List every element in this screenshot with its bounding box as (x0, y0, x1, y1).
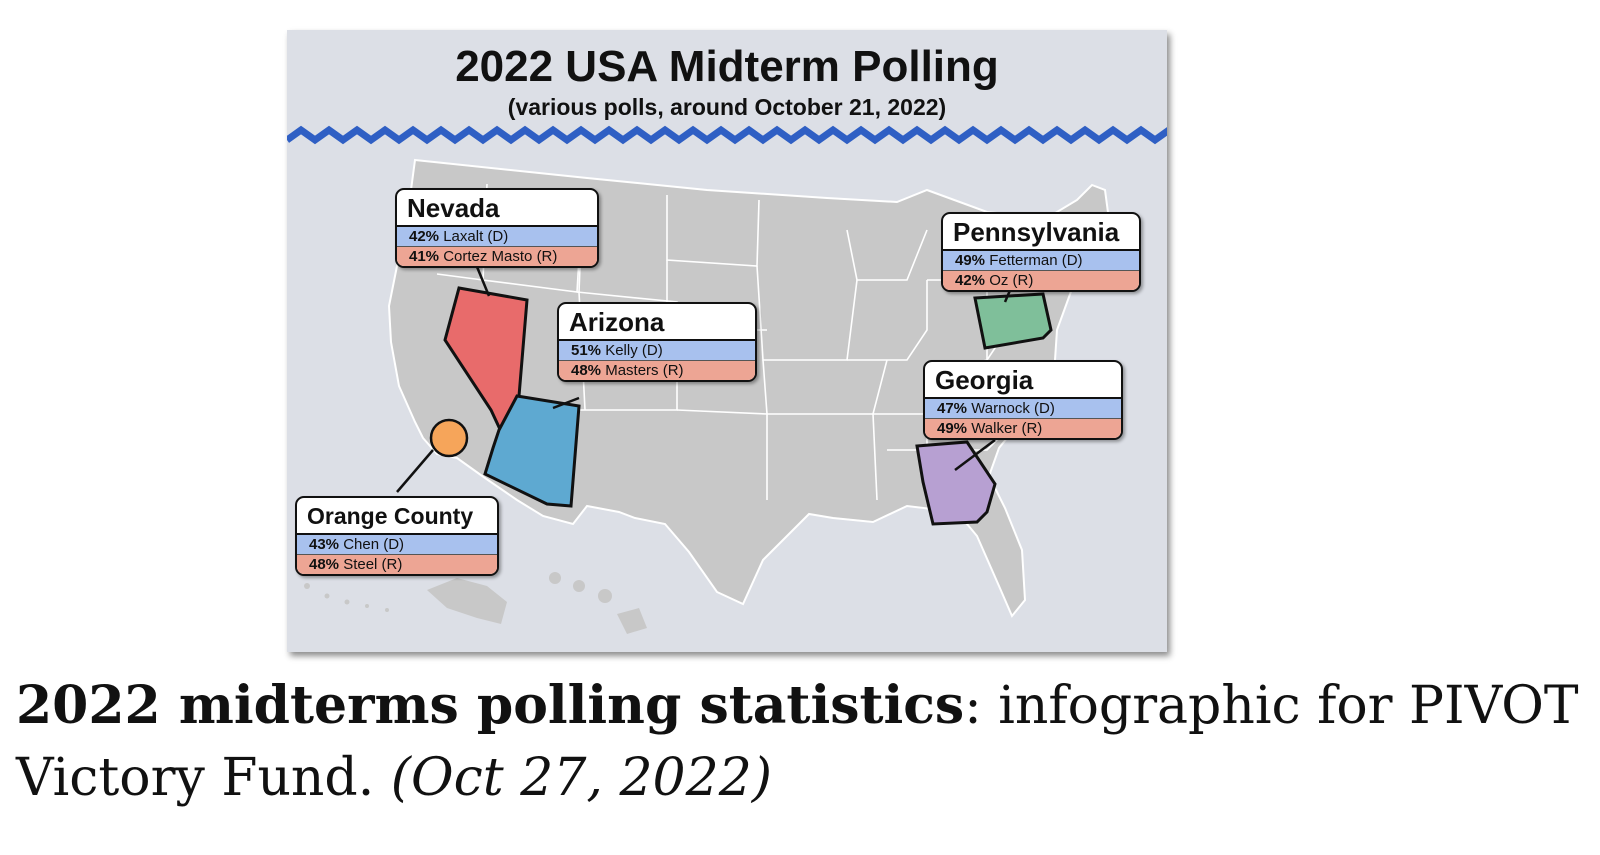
callout-state-name: Pennsylvania (943, 214, 1139, 251)
callout-state-name: Arizona (559, 304, 755, 341)
candidate: Oz (R) (989, 272, 1034, 289)
candidate: Warnock (D) (971, 400, 1055, 417)
percentage: 48% (571, 362, 602, 379)
callout-orange-county: Orange County 43% Chen (D) 48% Steel (R) (295, 496, 499, 576)
candidate: Steel (R) (343, 556, 403, 573)
usa-map (287, 125, 1167, 634)
callout-region-name: Orange County (297, 498, 497, 535)
democrat-row: 47% Warnock (D) (925, 399, 1121, 419)
percentage: 42% (409, 228, 440, 245)
callout-georgia: Georgia 47% Warnock (D) 49% Walker (R) (923, 360, 1123, 440)
percentage: 42% (955, 272, 986, 289)
hawaii-islands (549, 572, 647, 634)
caption-date: (Oct 27, 2022) (390, 748, 773, 808)
callout-pennsylvania: Pennsylvania 49% Fetterman (D) 42% Oz (R… (941, 212, 1141, 292)
democrat-row: 43% Chen (D) (297, 535, 497, 555)
republican-row: 41% Cortez Masto (R) (397, 247, 597, 266)
republican-row: 48% Masters (R) (559, 361, 755, 380)
candidate: Masters (R) (605, 362, 684, 379)
candidate: Cortez Masto (R) (443, 248, 558, 265)
infographic-title: 2022 USA Midterm Polling (455, 42, 999, 91)
arizona-shape (483, 394, 581, 508)
percentage: 47% (937, 400, 968, 417)
candidate: Laxalt (D) (443, 228, 509, 245)
infographic-subtitle: (various polls, around October 21, 2022) (507, 94, 947, 120)
democrat-row: 51% Kelly (D) (559, 341, 755, 361)
callout-state-name: Nevada (397, 190, 597, 227)
candidate: Kelly (D) (605, 342, 663, 359)
republican-row: 42% Oz (R) (943, 271, 1139, 290)
wave-divider (287, 125, 1167, 145)
polling-infographic: 2022 USA Midterm Polling (various polls,… (287, 30, 1167, 652)
democrat-row: 49% Fetterman (D) (943, 251, 1139, 271)
percentage: 51% (571, 342, 602, 359)
georgia-shape (915, 440, 997, 526)
republican-row: 48% Steel (R) (297, 555, 497, 574)
caption: 2022 midterms polling statistics: infogr… (16, 670, 1586, 814)
callout-nevada: Nevada 42% Laxalt (D) 41% Cortez Masto (… (395, 188, 599, 268)
candidate: Fetterman (D) (989, 252, 1083, 269)
alaska-islands (304, 578, 507, 624)
percentage: 43% (309, 536, 340, 553)
percentage: 41% (409, 248, 440, 265)
callout-arizona: Arizona 51% Kelly (D) 48% Masters (R) (557, 302, 757, 382)
pennsylvania-shape (973, 292, 1053, 350)
percentage: 48% (309, 556, 340, 573)
caption-title: 2022 midterms polling statistics (16, 675, 965, 736)
democrat-row: 42% Laxalt (D) (397, 227, 597, 247)
caption-description: : infographic for PIVOT Victory Fund. (16, 676, 1579, 808)
callout-state-name: Georgia (925, 362, 1121, 399)
percentage: 49% (955, 252, 986, 269)
percentage: 49% (937, 420, 968, 437)
candidate: Chen (D) (343, 536, 405, 553)
orange-county-marker (429, 418, 469, 458)
republican-row: 49% Walker (R) (925, 419, 1121, 438)
candidate: Walker (R) (971, 420, 1043, 437)
